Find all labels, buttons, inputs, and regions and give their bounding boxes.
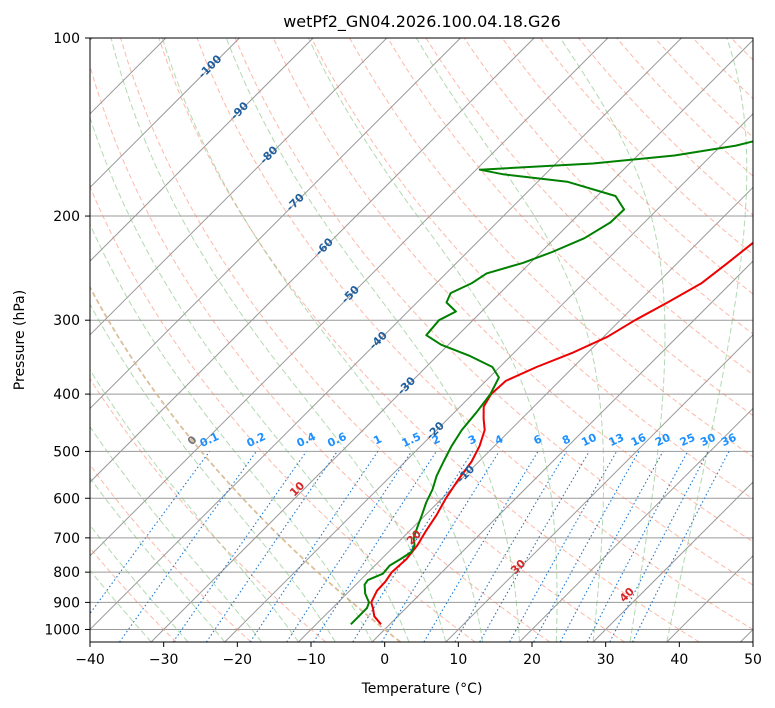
dry-adiabat-line	[425, 38, 753, 376]
x-tick-label: 40	[670, 652, 688, 668]
isotherm-line	[90, 38, 535, 483]
isotherm-line	[90, 38, 314, 262]
x-tick-label: 50	[744, 652, 762, 668]
x-tick-label: −40	[75, 652, 105, 668]
mixing-ratio-label: 36	[719, 431, 739, 449]
mixing-ratio-line	[119, 451, 257, 642]
dry-adiabat-line	[234, 38, 753, 586]
temperature-profile-line	[370, 241, 753, 625]
mixing-ratio-label: 25	[678, 431, 697, 449]
moist-adiabat-line	[666, 38, 748, 642]
y-tick-label: 900	[53, 595, 80, 611]
mixing-ratio-line	[381, 451, 500, 642]
moist-adiabat-line	[225, 38, 520, 642]
dry-adiabat-line	[158, 38, 700, 642]
y-tick-label: 200	[53, 209, 80, 225]
dry-adiabat-line	[310, 38, 753, 500]
dry-adiabat-line	[387, 38, 753, 417]
mixing-ratio-label: 30	[698, 431, 718, 449]
moist-adiabat-line	[307, 38, 558, 642]
y-tick-label: 600	[53, 491, 80, 507]
mixing-ratio-line	[205, 451, 338, 642]
dry-adiabat-line	[90, 377, 327, 642]
moist-adiabat-line	[90, 368, 299, 642]
mixing-ratio-label: 13	[607, 431, 626, 449]
y-tick-label: 400	[53, 387, 80, 403]
mixing-ratio-line	[313, 451, 437, 642]
mixing-ratio-label: 10	[579, 431, 599, 449]
x-tick-label: 10	[449, 652, 467, 668]
chart-title: wetPf2_GN04.2026.100.04.18.G26	[283, 12, 561, 32]
dewpoint-profile-line	[350, 140, 753, 626]
isotherm-line	[150, 39, 753, 642]
dry-adiabat-line	[196, 38, 753, 631]
x-tick-label: 30	[597, 652, 615, 668]
x-tick-label: 20	[523, 652, 541, 668]
mixing-ratio-line	[533, 451, 640, 642]
x-tick-label: −30	[149, 652, 179, 668]
mixing-ratio-line	[90, 451, 211, 615]
y-axis-label: Pressure (hPa)	[12, 290, 28, 390]
mixing-ratio-label: 16	[629, 431, 649, 449]
isotherm-line	[592, 481, 753, 642]
x-axis-label: Temperature (°C)	[361, 681, 483, 697]
plot-area: -100-90-80-70-60-50-40-30-20-100.1 0.2 0.4…	[90, 38, 753, 642]
isotherm-line	[90, 38, 461, 410]
dry-adiabat-line	[90, 285, 401, 642]
mixing-ratio-label: 20	[653, 431, 673, 449]
moist-adiabat-line	[90, 524, 189, 642]
mixing-ratio-line	[509, 451, 618, 642]
plot-frame	[89, 37, 754, 643]
dry-adiabat-line	[501, 38, 753, 295]
dry-adiabat-line	[90, 64, 551, 642]
axes: −40 −30 −20 −10 0 10 20 30 40 50 1000 900 800 700 600 5…	[44, 31, 762, 668]
y-tick-label: 100	[53, 31, 80, 47]
moist-adiabat-line	[90, 425, 263, 642]
isotherm-line	[224, 113, 753, 642]
mixing-ratio-line	[172, 451, 307, 642]
moist-adiabat-line	[415, 38, 605, 642]
x-tick-label: −10	[296, 652, 326, 668]
moist-adiabat-line	[90, 477, 226, 642]
mixing-ratio-line	[249, 451, 379, 642]
y-tick-label: 700	[53, 531, 80, 547]
y-tick-label: 500	[53, 444, 80, 460]
moist-adiabat-line	[90, 223, 373, 642]
y-tick-label: 800	[53, 565, 80, 581]
dry-adiabat-line	[90, 547, 177, 642]
mixing-ratio-line	[632, 451, 730, 642]
moist-adiabat-line	[90, 115, 410, 642]
moist-adiabat-line	[90, 303, 336, 642]
x-tick-label: −20	[223, 652, 253, 668]
isotherm-line	[90, 38, 609, 557]
y-tick-label: 1000	[44, 622, 80, 638]
moist-adiabat-line	[110, 38, 447, 642]
isotherm-line	[371, 260, 753, 642]
isotherm-line	[90, 38, 388, 336]
mixing-ratio-line	[286, 451, 413, 642]
x-tick-label: 0	[380, 652, 389, 668]
dry-adiabat-line	[120, 38, 625, 642]
y-tick-label: 300	[53, 313, 80, 329]
isotherm-line	[519, 407, 753, 642]
moist-adiabat-line	[90, 569, 152, 642]
dry-adiabat-line	[90, 185, 476, 642]
isotherm-line	[445, 334, 753, 642]
isotherm-line	[90, 38, 240, 189]
moist-adiabat-line	[559, 38, 666, 642]
mixing-ratio-line	[559, 451, 664, 642]
dry-adiabat-line	[90, 464, 252, 642]
